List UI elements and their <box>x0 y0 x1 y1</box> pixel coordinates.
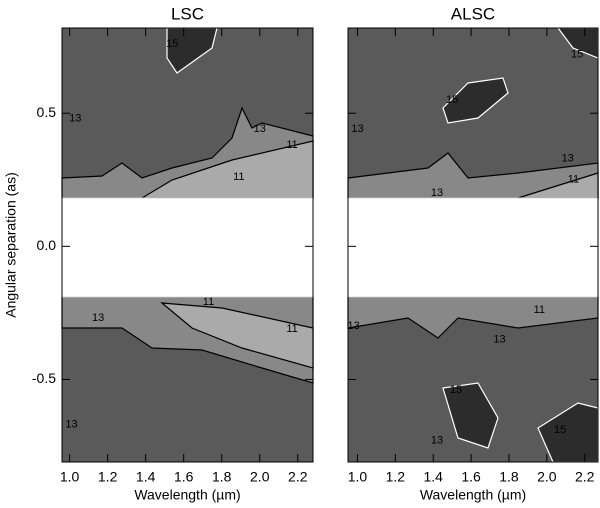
chart-title: ALSC <box>451 4 495 23</box>
x-tick-label: 1.4 <box>423 469 443 485</box>
contour-label: 15 <box>450 384 462 396</box>
plot-frame <box>347 27 599 463</box>
contour-label: 13 <box>69 112 81 124</box>
x-tick-label: 2.0 <box>250 469 270 485</box>
x-tick-label: 1.0 <box>348 469 368 485</box>
contour-label: 11 <box>233 171 244 183</box>
y-axis-label: Angular separation (as) <box>3 172 19 318</box>
x-tick-label: 1.4 <box>136 469 156 485</box>
contour-label: 13 <box>92 312 104 324</box>
contour-label: 13 <box>562 152 574 164</box>
x-tick-label: 2.2 <box>575 469 595 485</box>
contour-label: 13 <box>348 320 360 332</box>
x-tick-label: 2.0 <box>537 469 557 485</box>
contour-region <box>442 77 509 124</box>
contour-label: 11 <box>286 323 297 335</box>
contour-label: 11 <box>534 304 545 316</box>
x-axis-label: Wavelength (µm) <box>134 487 240 503</box>
y-tick-label: -0.5 <box>32 370 56 386</box>
y-tick-label: 0.0 <box>37 237 57 253</box>
contour-label: 11 <box>203 296 214 308</box>
masked-band <box>61 197 314 298</box>
x-tick-label: 1.2 <box>386 469 406 485</box>
contour-label: 15 <box>554 424 566 436</box>
contour-label: 15 <box>571 49 583 61</box>
contour-label: 15 <box>446 94 458 106</box>
contour-label: 13 <box>65 419 77 431</box>
chart-title: LSC <box>171 4 204 23</box>
x-tick-label: 1.8 <box>212 469 232 485</box>
contour-label: 11 <box>286 139 297 151</box>
y-tick-label: 0.5 <box>37 104 57 120</box>
x-axis-label: Wavelength (µm) <box>420 487 526 503</box>
x-tick-label: 2.2 <box>288 469 308 485</box>
x-tick-label: 1.0 <box>60 469 80 485</box>
x-tick-label: 1.8 <box>499 469 519 485</box>
x-tick-label: 1.2 <box>98 469 118 485</box>
contour-region <box>442 382 499 449</box>
x-tick-label: 1.6 <box>461 469 481 485</box>
contour-label: 13 <box>493 333 505 345</box>
contour-label: 13 <box>254 123 266 135</box>
contour-label: 13 <box>431 435 443 447</box>
contour-label: 11 <box>568 174 579 186</box>
masked-band <box>347 197 599 298</box>
contour-label: 13 <box>431 187 443 199</box>
contour-label: 13 <box>351 123 363 135</box>
x-tick-label: 1.6 <box>174 469 194 485</box>
contour-label: 15 <box>166 38 178 50</box>
plot-frame <box>61 27 314 463</box>
